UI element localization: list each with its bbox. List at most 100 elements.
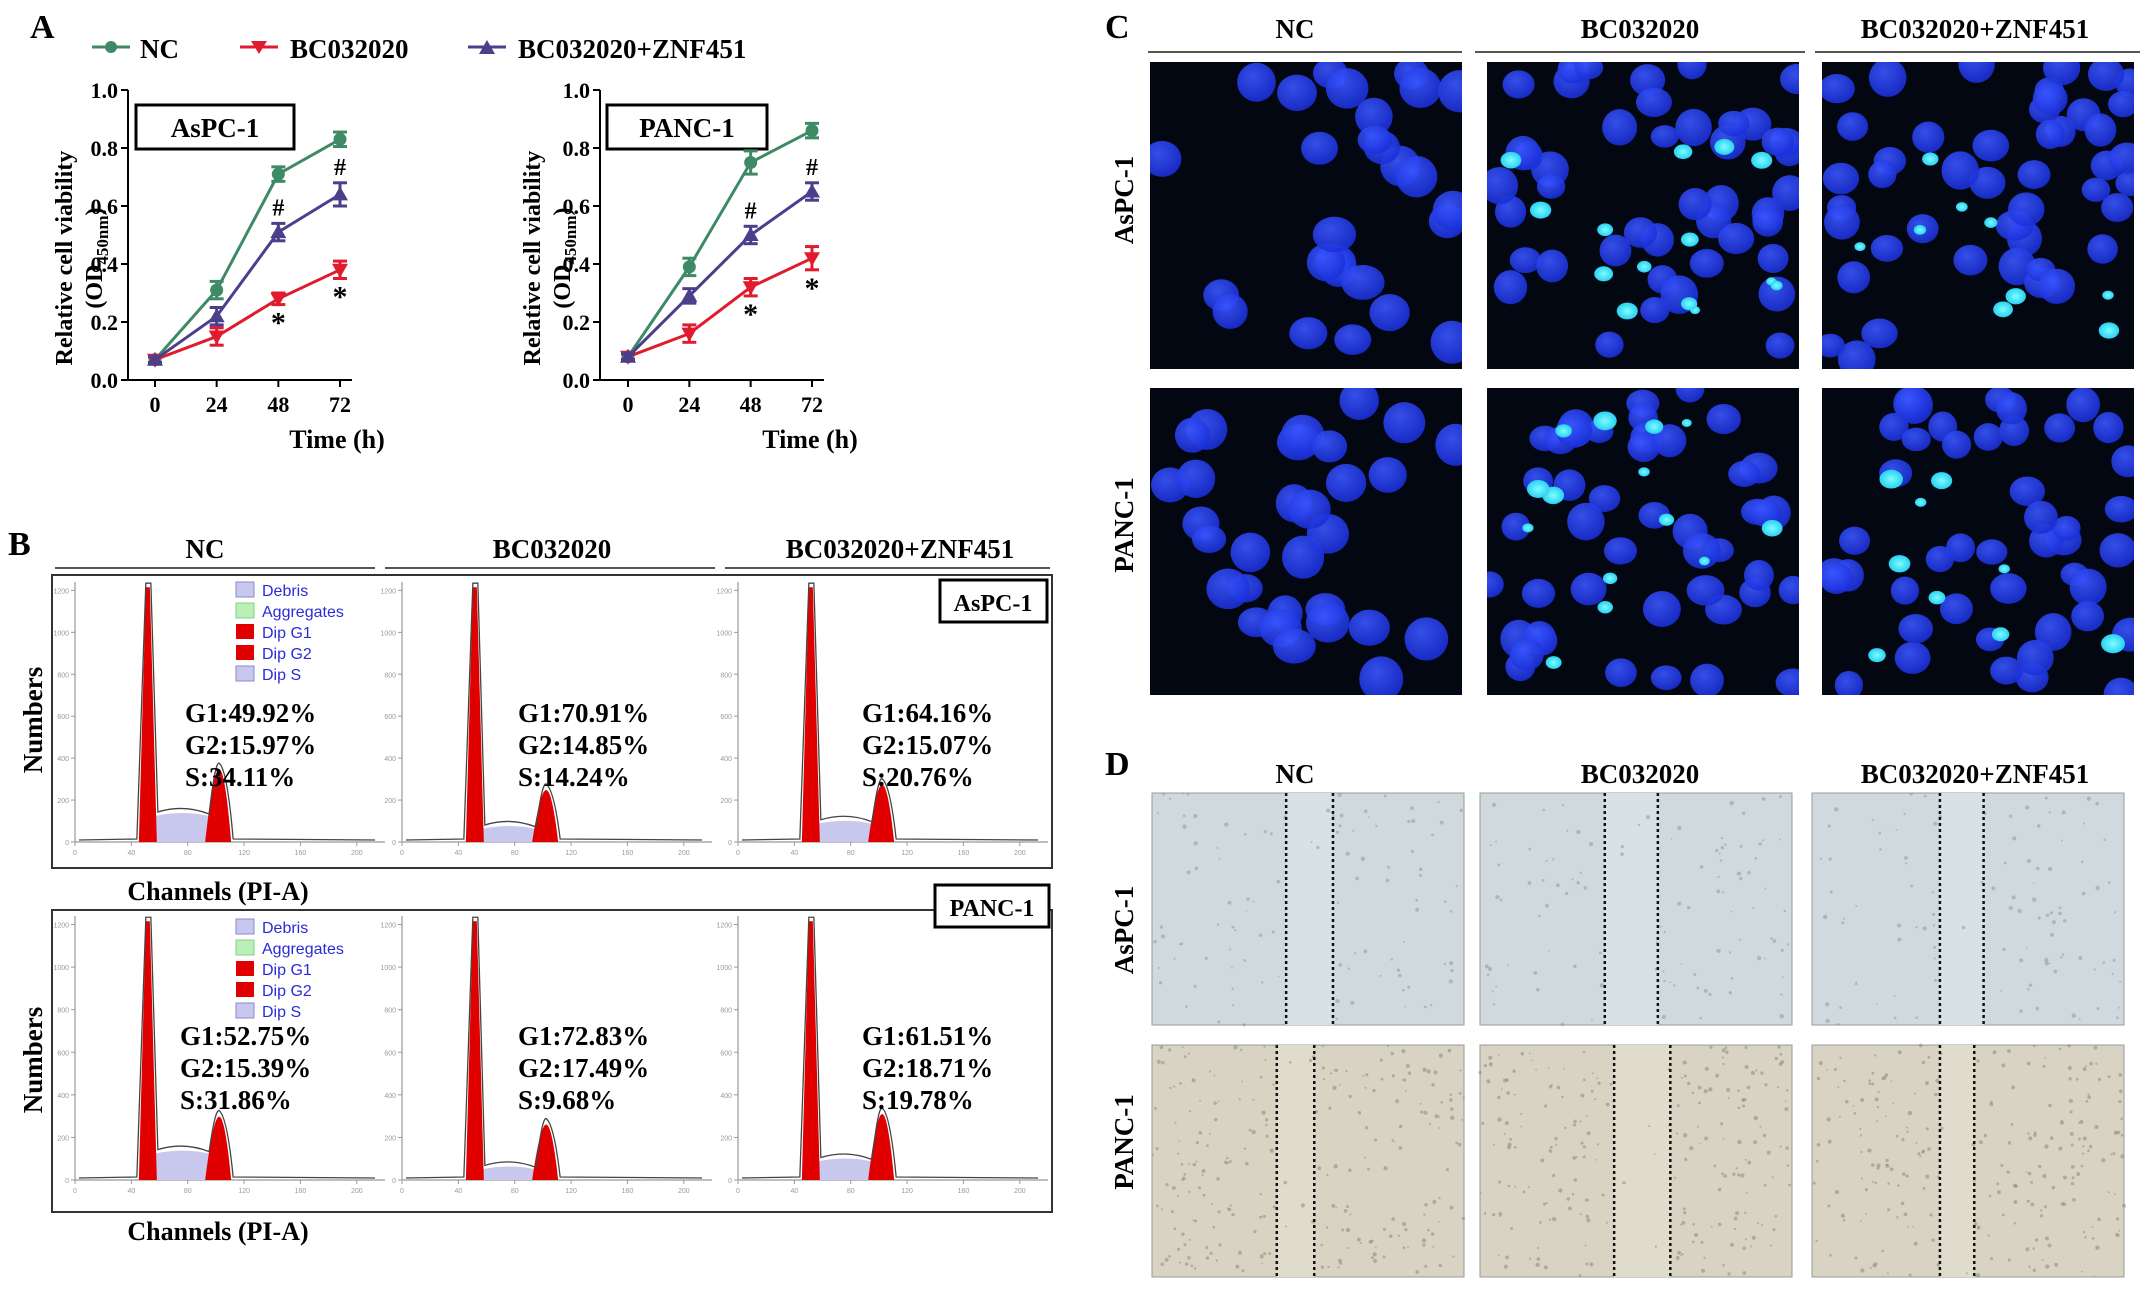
cell-speck <box>1973 1180 1976 1183</box>
cell-speck <box>1459 1069 1462 1072</box>
cell-line-label: AsPC-1 <box>171 113 260 143</box>
cell-speck <box>2019 1009 2023 1013</box>
cell-speck <box>1333 1164 1338 1169</box>
cell-speck <box>1491 802 1497 808</box>
g1-peak <box>465 921 484 1180</box>
apoptotic-nucleus <box>1751 151 1773 169</box>
cell-speck <box>1673 1176 1677 1179</box>
nucleus <box>1689 248 1724 278</box>
cell-speck <box>1980 880 1983 884</box>
nucleus <box>1893 388 1930 422</box>
cell-speck <box>2060 956 2063 959</box>
histogram-outline <box>741 916 1039 1179</box>
nucleus <box>2071 601 2104 632</box>
y-axis-subscript: 450nm <box>561 215 580 264</box>
cell-speck <box>1921 1149 1926 1153</box>
cell-speck <box>1906 1130 1909 1133</box>
cell-speck <box>1177 1152 1180 1155</box>
cell-speck <box>2034 1238 2039 1242</box>
cell-speck <box>1483 1063 1488 1068</box>
cell-speck <box>1839 1006 1842 1010</box>
cell-speck <box>1438 1220 1440 1223</box>
cell-speck <box>1503 1264 1508 1269</box>
cell-speck <box>1355 876 1359 881</box>
cell-speck <box>2060 1202 2065 1206</box>
apoptotic-nucleus <box>1698 556 1710 566</box>
nucleus <box>1675 108 1712 147</box>
cell-speck <box>2010 1122 2014 1126</box>
cell-speck <box>1698 1101 1701 1105</box>
cell-speck <box>1622 1181 1626 1185</box>
y-tick-label: 400 <box>57 756 69 763</box>
cell-speck <box>1571 1192 1575 1196</box>
cell-speck <box>1430 1004 1433 1007</box>
series-line <box>154 268 341 362</box>
y-tick-label: 0.4 <box>91 252 119 277</box>
cell-speck <box>1215 1259 1219 1262</box>
cell-speck <box>1893 1016 1897 1020</box>
cell-speck <box>1895 829 1898 831</box>
wound-image <box>1478 1044 1793 1278</box>
cell-speck <box>2095 801 2100 806</box>
g1-peak <box>801 587 820 842</box>
cell-speck <box>1241 1080 1244 1083</box>
cell-speck <box>1717 1187 1722 1192</box>
cell-speck <box>1506 1091 1511 1095</box>
cell-speck <box>2039 1209 2043 1212</box>
cell-texture <box>1819 792 2122 1026</box>
apoptotic-nucleus <box>1529 201 1552 219</box>
cell-speck <box>2013 1222 2017 1225</box>
cell-speck <box>1842 1218 1846 1222</box>
cell-speck <box>1195 1160 1198 1163</box>
cell-speck <box>1663 979 1666 983</box>
cell-speck <box>1332 1085 1337 1090</box>
cell-speck <box>1343 1208 1348 1213</box>
cell-speck <box>1901 1138 1905 1142</box>
x-axis-title: Channels (PI-A) <box>127 1217 308 1246</box>
cell-speck <box>1575 1156 1578 1159</box>
cell-speck <box>1489 844 1492 847</box>
y-tick-label: 0.6 <box>91 194 119 219</box>
stat-g1: G1:52.75% <box>180 1021 311 1051</box>
cell-speck <box>1844 1099 1849 1104</box>
cell-speck <box>2088 1144 2093 1149</box>
nucleus <box>2084 113 2117 147</box>
y-tick-label: 1000 <box>380 965 396 972</box>
cell-speck <box>1421 1238 1427 1243</box>
significance-star: * <box>805 272 820 305</box>
nucleus <box>1650 125 1679 148</box>
cell-speck <box>1596 1077 1599 1080</box>
cell-speck <box>1404 1005 1406 1008</box>
cell-speck <box>2078 1121 2081 1124</box>
cell-speck <box>2038 1164 2042 1169</box>
cell-speck <box>1185 1005 1188 1008</box>
cell-speck <box>2122 1203 2126 1208</box>
cell-speck <box>1778 795 1782 799</box>
cell-speck <box>1747 1160 1752 1165</box>
cell-speck <box>1744 1064 1749 1070</box>
cell-speck <box>1824 1002 1830 1007</box>
cell-speck <box>1683 1211 1687 1215</box>
nucleus <box>1487 166 1519 205</box>
cell-speck <box>1732 1172 1736 1176</box>
cell-speck <box>1549 1145 1553 1149</box>
nucleus <box>1765 332 1795 359</box>
cell-speck <box>1415 898 1419 902</box>
nucleus <box>1686 575 1725 606</box>
nucleus <box>1868 160 1897 189</box>
cell-speck <box>1890 1080 1893 1083</box>
flow-frame-aspc1 <box>51 574 1053 869</box>
cell-speck <box>2076 1171 2081 1176</box>
cell-speck <box>1875 1003 1878 1005</box>
cell-speck <box>1213 1074 1216 1077</box>
cell-speck <box>1198 1131 1203 1135</box>
cell-speck <box>1481 1121 1485 1125</box>
nucleus <box>1718 110 1750 137</box>
cell-speck <box>2002 947 2006 951</box>
cell-speck <box>1263 1045 1266 1048</box>
nuclei <box>1822 388 2134 695</box>
cell-speck <box>1922 926 1927 931</box>
cell-speck <box>2062 953 2065 956</box>
flow-stats: G1:49.92% G2:15.97% S:34.11% G1:70.91% G… <box>180 698 993 1115</box>
cell-speck <box>1188 1238 1191 1241</box>
